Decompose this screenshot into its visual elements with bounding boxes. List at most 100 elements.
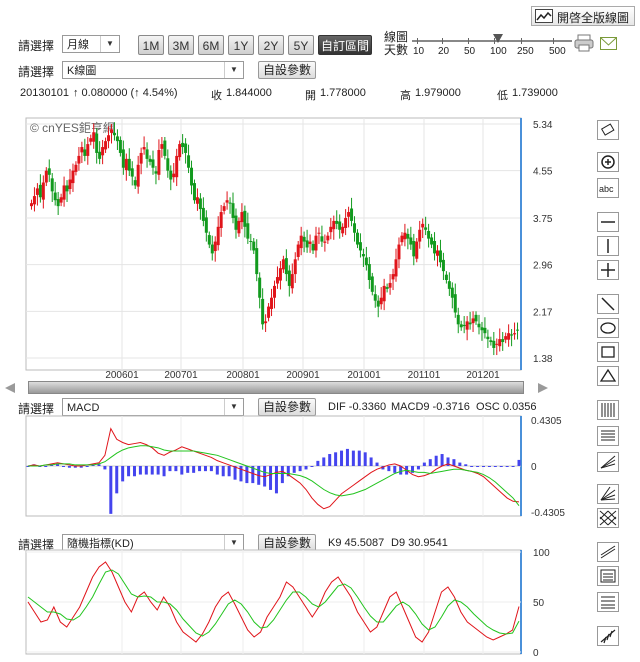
candle-body [50, 178, 54, 192]
macd-chart[interactable]: 0.4305 0 -0.4305 [0, 412, 590, 522]
kd-d9-value: D9 30.9541 [391, 537, 448, 549]
candle-body [453, 294, 457, 313]
candle-body [296, 244, 300, 257]
candle-body [326, 235, 330, 241]
candle-body [504, 336, 508, 340]
range-scrollbar[interactable] [28, 381, 524, 394]
candle-body [358, 242, 362, 251]
candle-body [53, 192, 57, 201]
ellipse-tool[interactable] [597, 318, 619, 338]
price-chart[interactable]: 5.34 4.55 3.75 2.96 2.17 1.38 200601 200701 2008… [0, 112, 590, 380]
ma-slider-tick: 50 [464, 46, 476, 57]
chart-type-select[interactable]: K線圖 ▼ [62, 61, 244, 79]
osc-bar [79, 466, 83, 468]
period-button-4[interactable]: 2Y [258, 35, 284, 55]
open-value: 1.778000 [320, 87, 366, 99]
candle-body [127, 158, 131, 171]
rectangle-tool[interactable] [597, 342, 619, 362]
candle-body [201, 207, 205, 221]
candle-body [225, 200, 229, 203]
macd-macd9-value: MACD9 -0.3716 [391, 401, 470, 413]
candle-body [421, 223, 425, 228]
candle-body [364, 257, 368, 266]
main-custom-param-button[interactable]: 自設參數 [258, 61, 316, 79]
eraser-tool[interactable] [597, 120, 619, 140]
vertical-grid-tool[interactable] [597, 400, 619, 420]
fan-lines-tool[interactable] [597, 452, 619, 472]
period-button-6[interactable]: 自訂區間 [318, 35, 372, 55]
osc-bar [85, 466, 89, 467]
candle-body [447, 281, 451, 289]
kd-k9-value: K9 45.5087 [328, 537, 385, 549]
ma-slider-track[interactable] [412, 40, 572, 42]
candle-body [98, 151, 102, 159]
period-button-5[interactable]: 5Y [288, 35, 314, 55]
candle-body [154, 171, 158, 174]
chevron-down-icon: ▼ [100, 36, 119, 52]
horizontal-line-tool[interactable] [597, 212, 619, 232]
period-button-2[interactable]: 6M [198, 35, 224, 55]
candle-body [400, 235, 404, 243]
candle-body [32, 196, 36, 205]
crosshatch-tool[interactable] [597, 508, 619, 528]
candle-body [317, 232, 321, 234]
channel-tool[interactable] [597, 542, 619, 562]
y-tick-label: 0 [533, 648, 539, 658]
candle-body [355, 232, 359, 245]
gann-fan-tool[interactable] [597, 484, 619, 504]
period-button-3[interactable]: 1Y [228, 35, 254, 55]
period-button-0[interactable]: 1M [138, 35, 164, 55]
scroll-left-arrow[interactable] [4, 382, 16, 394]
candle-body [418, 229, 422, 242]
pitchfork-tool[interactable] [597, 626, 619, 646]
ma-slider-handle[interactable] [492, 33, 504, 45]
osc-bar [156, 466, 160, 475]
full-view-button[interactable]: 開啓全版線圖 [531, 6, 635, 26]
candle-body [216, 226, 220, 246]
osc-bar [505, 466, 509, 467]
candle-body [510, 334, 514, 336]
candle-body [323, 241, 327, 243]
print-icon[interactable] [574, 34, 596, 52]
fibonacci-tool[interactable] [597, 566, 619, 586]
macd-custom-param-button[interactable]: 自設參數 [258, 398, 316, 416]
candle-body [181, 142, 185, 148]
mail-icon[interactable] [600, 37, 618, 51]
trendline-tool[interactable] [597, 294, 619, 314]
scroll-right-arrow[interactable] [537, 382, 549, 394]
macd-dif-value: DIF -0.3360 [328, 401, 387, 413]
period-button-1[interactable]: 3M [168, 35, 194, 55]
period-select[interactable]: 月線 ▼ [62, 35, 120, 53]
candle-body [38, 184, 42, 198]
kd-chart[interactable]: 100 50 0 [0, 546, 590, 658]
chevron-down-icon: ▼ [224, 399, 243, 415]
horizontal-grid-tool[interactable] [597, 426, 619, 446]
candle-body [474, 314, 478, 322]
osc-bar [316, 460, 320, 466]
osc-bar [221, 466, 225, 477]
candle-body [507, 333, 511, 340]
y-tick-label: 0 [531, 462, 537, 473]
ma-slider-tick-mark [521, 38, 522, 44]
chart-icon [535, 9, 553, 23]
osc-bar [387, 466, 391, 472]
candle-body [284, 258, 288, 275]
zoom-in-tool[interactable] [597, 152, 619, 172]
ruler-tool[interactable] [597, 592, 619, 612]
text-tool[interactable]: abc [597, 178, 619, 198]
candle-body [207, 235, 211, 245]
osc-bar [138, 466, 142, 475]
osc-bar [292, 466, 296, 473]
candle-body [83, 149, 87, 156]
candle-body [382, 285, 386, 302]
vertical-line-tool[interactable] [597, 236, 619, 256]
ma-slider-tick: 10 [413, 46, 425, 57]
crosshair-tool[interactable] [597, 260, 619, 280]
candle-body [299, 235, 303, 249]
candle-body [350, 208, 354, 221]
osc-bar [334, 452, 338, 466]
candle-body [427, 230, 431, 239]
triangle-tool[interactable] [597, 366, 619, 386]
candle-body [376, 300, 380, 307]
osc-bar [203, 466, 207, 472]
